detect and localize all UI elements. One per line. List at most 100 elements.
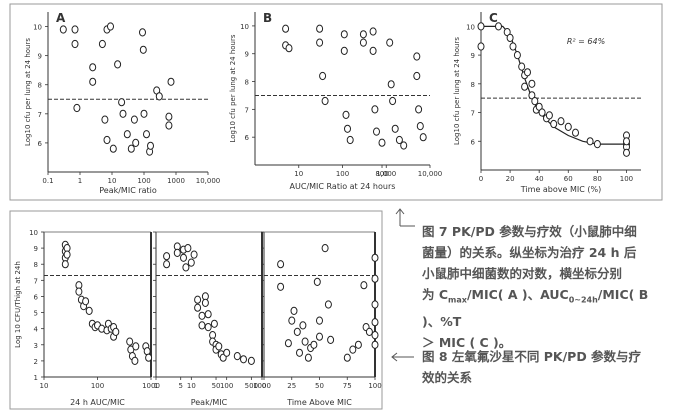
data-point [198, 311, 206, 320]
y-tick-label: 8 [38, 82, 42, 90]
fig7-caption-line: 小鼠肺中细菌数的对数，横坐标分别 [422, 266, 623, 281]
fig8-caption-line: 图 8 左氧氟沙星不同 PK/PD 参数与疗 [422, 349, 642, 364]
data-point [531, 97, 539, 106]
data-point [400, 141, 408, 150]
data-point [103, 135, 111, 145]
fig7-caption-line-4: 为 Cmax/MIC( A )、AUC0~24h/MIC( B )、%T [422, 284, 668, 332]
data-point [130, 115, 138, 124]
x-tick-label: 100 [620, 175, 633, 183]
data-point [415, 105, 423, 114]
x-axis-label: Peak/MIC ratio [99, 186, 157, 195]
data-point [313, 277, 321, 286]
data-point [623, 148, 630, 157]
data-point [365, 327, 373, 336]
data-point [369, 27, 377, 36]
y-tick-label: 7 [471, 110, 475, 118]
data-point [316, 38, 324, 47]
y-tick-label: 7 [34, 277, 38, 285]
data-point [73, 103, 81, 113]
data-point [89, 63, 97, 72]
x-axis-label: Time Above MIC [286, 398, 352, 407]
x-tick-label: 10 [187, 382, 196, 390]
caption-part: /MIC( A )、AUC [466, 287, 569, 302]
data-point [182, 263, 190, 272]
data-point [371, 105, 379, 114]
x-tick-label: 800 [375, 170, 388, 178]
data-point [165, 112, 173, 121]
data-point [389, 96, 397, 106]
x-tick-label: 1000 [253, 382, 271, 390]
data-point [107, 22, 114, 31]
x-tick-label: 5 [178, 382, 182, 390]
data-point [321, 96, 329, 106]
y-tick-label: 10 [33, 24, 42, 32]
panel-A [45, 12, 209, 175]
data-point [593, 140, 601, 149]
panel-Time [261, 231, 379, 380]
y-tick-label: 6 [34, 293, 39, 301]
data-point [114, 60, 122, 69]
y-tick-label: 8 [245, 79, 249, 87]
data-point [324, 300, 332, 309]
data-point [373, 127, 380, 136]
x-tick-label: 0 [262, 382, 266, 390]
y-axis-label: Log10 cfu per lung at 24 hours [229, 34, 237, 142]
data-point [623, 137, 630, 146]
y-tick-label: 8 [471, 81, 475, 89]
data-point [386, 38, 394, 47]
data-point [284, 339, 292, 348]
arrow-head-icon [395, 208, 405, 215]
data-point [155, 92, 163, 101]
data-point [190, 250, 198, 259]
data-point [101, 115, 109, 124]
y-tick-label: 9 [38, 53, 42, 61]
data-point [319, 71, 327, 81]
x-tick-label: 10,000 [196, 177, 221, 185]
data-point [63, 250, 71, 259]
data-point [413, 52, 421, 61]
data-point [82, 297, 90, 306]
x-tick-label: 1 [154, 382, 158, 390]
data-point [194, 295, 202, 304]
y-tick-label: 7 [38, 111, 42, 119]
data-point [521, 82, 529, 91]
y-tick-label: 4 [34, 326, 39, 334]
caption-part: /MIC( B )、%T [422, 287, 649, 329]
caption-part: 为 C [422, 287, 449, 302]
y-tick-label: 3 [34, 342, 38, 350]
data-point [147, 141, 154, 150]
data-point [545, 111, 553, 120]
r-squared-annotation: R² = 64% [567, 37, 605, 46]
y-tick-label: 6 [38, 140, 43, 148]
y-tick-label: 7 [245, 106, 249, 114]
x-tick-label: 60 [564, 175, 573, 183]
data-point [371, 340, 379, 349]
data-point [506, 33, 514, 43]
data-point [112, 327, 120, 336]
data-point [194, 303, 202, 312]
y-tick-label: 9 [471, 52, 475, 60]
panel-AUC [41, 231, 153, 380]
data-point [204, 323, 212, 332]
data-point [187, 258, 195, 267]
arrow-head-icon [391, 352, 398, 362]
data-point [127, 144, 135, 153]
data-point [118, 98, 126, 107]
data-point [131, 356, 139, 365]
fig7-frame [9, 3, 663, 201]
y-tick-label: 8 [34, 261, 38, 269]
x-tick-label: 1,000 [376, 170, 396, 178]
data-point [586, 137, 594, 146]
data-point [233, 352, 241, 361]
data-point [167, 77, 175, 86]
data-point [346, 135, 354, 145]
data-point [98, 39, 106, 49]
x-tick-label: 0 [479, 175, 483, 183]
data-point [371, 318, 379, 327]
x-tick-label: 100 [91, 382, 104, 390]
x-tick-label: 0.1 [42, 177, 53, 185]
data-point [247, 356, 255, 365]
data-point [371, 331, 379, 340]
x-tick-label: 1000 [167, 177, 185, 185]
data-point [61, 260, 69, 269]
